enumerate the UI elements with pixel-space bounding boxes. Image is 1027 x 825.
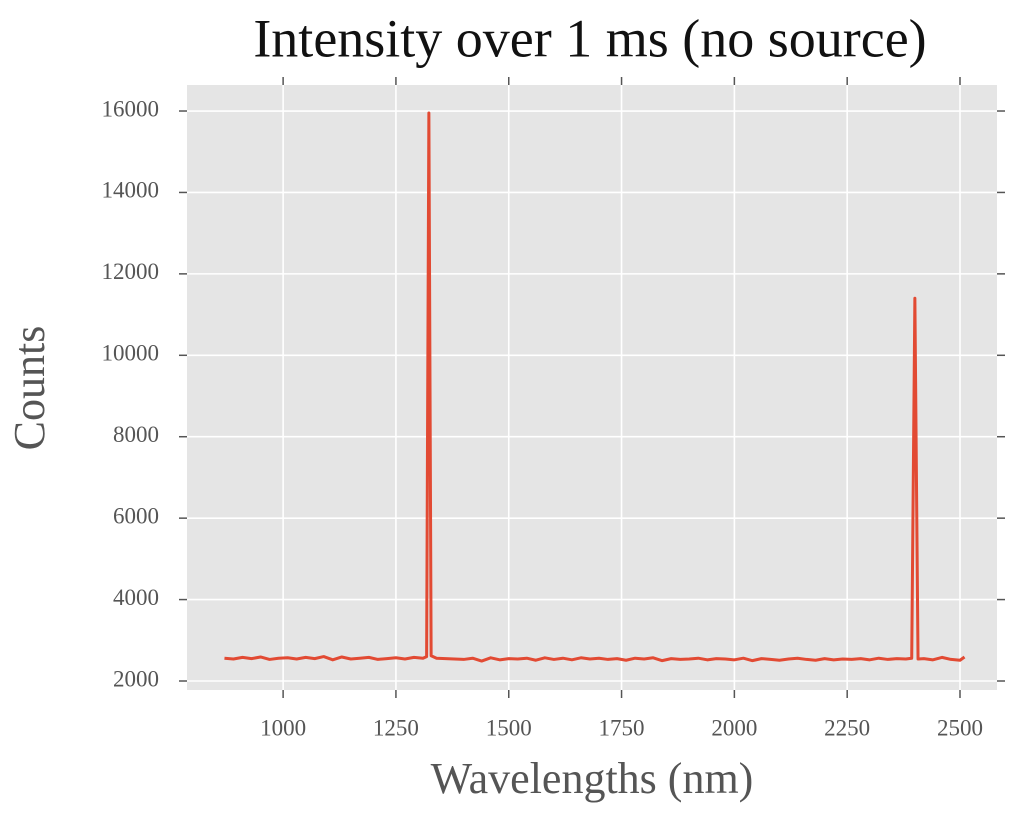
x-tick-label: 1500 [486,715,532,740]
y-tick-label: 4000 [113,585,159,610]
y-tick-label: 16000 [102,96,160,121]
x-tick-label: 1250 [373,715,419,740]
x-tick-label: 1000 [260,715,306,740]
y-tick-label: 2000 [113,666,159,691]
data-line [224,111,966,663]
plot-area [187,85,997,690]
x-tick-label: 2500 [937,715,983,740]
x-tick-label: 2000 [711,715,757,740]
chart-title: Intensity over 1 ms (no source) [253,8,926,68]
y-tick-label: 14000 [102,178,160,203]
y-tick-label: 12000 [102,259,160,284]
y-tick-label: 10000 [102,341,160,366]
y-tick-label: 6000 [113,503,159,528]
x-tick-label: 2250 [824,715,870,740]
y-axis-label: Counts [5,326,54,451]
x-axis-label: Wavelengths (nm) [431,754,754,803]
x-tick-label: 1750 [599,715,645,740]
y-tick-label: 8000 [113,422,159,447]
